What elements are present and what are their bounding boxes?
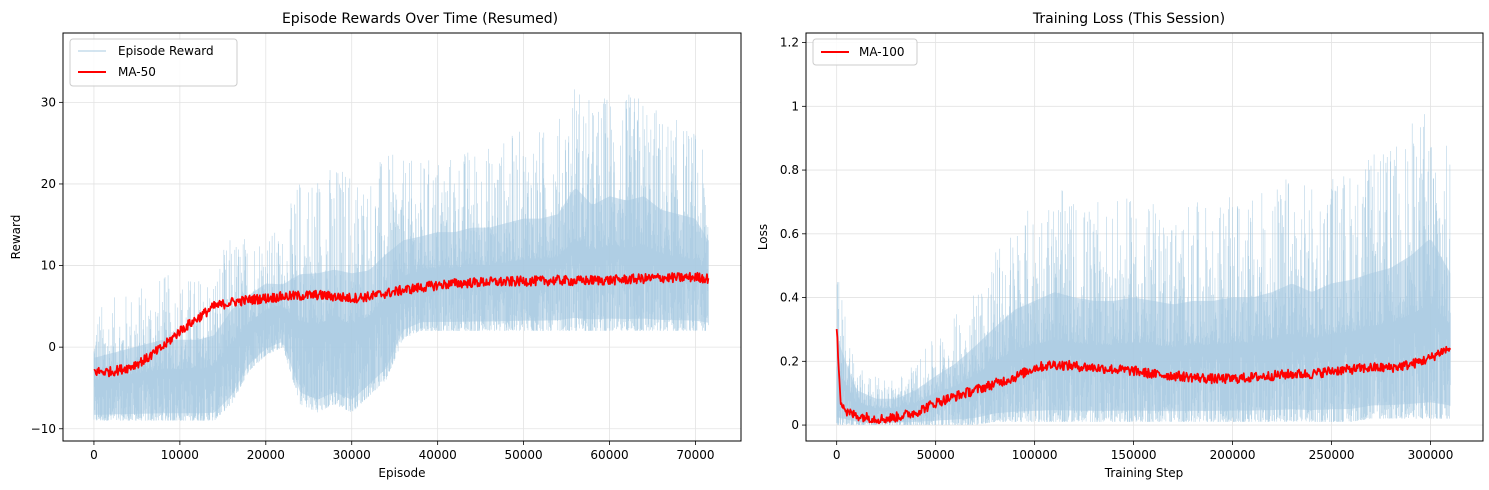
- x-tick-label: 50000: [504, 448, 542, 462]
- legend-box: [812, 38, 918, 66]
- y-tick-label: 0.6: [780, 227, 799, 241]
- y-tick-label: 0: [791, 418, 799, 432]
- y-tick-label: 20: [41, 177, 56, 191]
- y-tick-label: −10: [31, 422, 56, 436]
- x-tick-label: 50000: [917, 448, 955, 462]
- y-tick-label: 1: [791, 99, 799, 113]
- series-moving-average: [93, 271, 710, 378]
- series-raw-band: [836, 239, 1451, 423]
- x-tick-label: 60000: [590, 448, 628, 462]
- x-tick-label: 150000: [1111, 448, 1157, 462]
- legend-label-ma: MA-50: [118, 65, 156, 79]
- legend: MA-100: [812, 38, 918, 66]
- x-tick-label: 70000: [676, 448, 714, 462]
- x-tick-label: 10000: [161, 448, 199, 462]
- legend: Episode Reward MA-50: [69, 38, 238, 87]
- y-axis-label: Reward: [9, 215, 23, 260]
- x-tick-label: 20000: [247, 448, 285, 462]
- x-tick-label: 100000: [1012, 448, 1058, 462]
- legend-box: [69, 38, 238, 87]
- y-tick-label: 0: [48, 340, 56, 354]
- x-axis-label: Episode: [378, 466, 425, 480]
- plot-frame: [805, 32, 1484, 442]
- chart-title: Training Loss (This Session): [1032, 11, 1225, 27]
- y-tick-label: 0.4: [780, 291, 799, 305]
- legend-label-ma: MA-100: [859, 45, 905, 59]
- series-raw-band: [93, 188, 709, 415]
- y-tick-label: 1.2: [780, 36, 799, 50]
- y-tick-label: 0.2: [780, 354, 799, 368]
- x-tick-label: 0: [90, 448, 98, 462]
- y-tick-label: 30: [41, 95, 56, 109]
- reward-chart: Episode Rewards Over Time (Resumed) 0 100…: [9, 11, 742, 480]
- legend-label-raw: Episode Reward: [118, 44, 214, 58]
- y-tick-label: 0.8: [780, 163, 799, 177]
- x-tick-label: 200000: [1210, 448, 1256, 462]
- x-tick-label: 0: [833, 448, 841, 462]
- x-axis-label: Training Step: [1104, 466, 1184, 480]
- chart-title: Episode Rewards Over Time (Resumed): [282, 11, 558, 27]
- x-tick-label: 30000: [333, 448, 371, 462]
- y-axis-label: Loss: [756, 224, 770, 250]
- x-tick-label: 300000: [1408, 448, 1454, 462]
- y-tick-label: 10: [41, 259, 56, 273]
- plot-frame: [62, 32, 742, 442]
- x-tick-label: 250000: [1309, 448, 1355, 462]
- loss-chart: Training Loss (This Session) 0 50000 10000…: [756, 11, 1484, 480]
- x-tick-label: 40000: [419, 448, 457, 462]
- series-moving-average: [835, 328, 1452, 425]
